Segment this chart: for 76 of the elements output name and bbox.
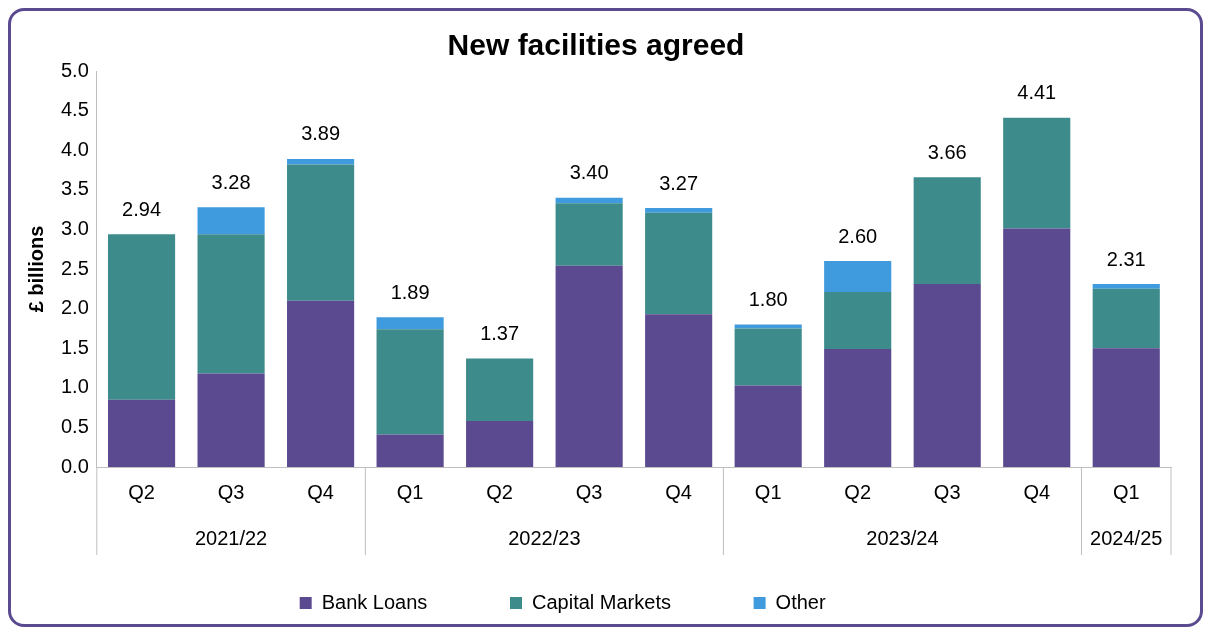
bar xyxy=(645,314,713,467)
x-tick-label: Q4 xyxy=(1023,480,1051,503)
bar xyxy=(376,317,444,330)
y-tick-label: 0.5 xyxy=(60,414,89,437)
text: 2023/24 xyxy=(866,526,939,549)
legend-label: Bank Loans xyxy=(321,590,495,613)
bar xyxy=(913,284,981,467)
bar xyxy=(734,328,802,386)
total-label: 3.40 xyxy=(569,161,609,184)
y-tick-label: 1.0 xyxy=(60,375,89,398)
legend-label: Capital Markets xyxy=(532,590,738,613)
total-label: 1.37 xyxy=(480,322,520,345)
bar xyxy=(1092,348,1160,467)
total-label: 3.28 xyxy=(211,170,251,193)
bar xyxy=(197,373,265,467)
y-tick-label: 3.5 xyxy=(60,177,89,200)
bar xyxy=(1003,117,1071,229)
x-tick-label: Q3 xyxy=(217,480,245,503)
x-tick-label: Q2 xyxy=(128,480,155,503)
bar xyxy=(645,208,713,213)
x-tick-label: Q1 xyxy=(754,480,782,503)
total-label: 2.60 xyxy=(838,224,878,247)
total-label: 4.41 xyxy=(1017,81,1057,104)
bar xyxy=(645,212,713,315)
bar xyxy=(734,385,802,467)
chart-title: New facilities agreed xyxy=(447,28,745,62)
y-tick-label: 1.5 xyxy=(60,335,89,358)
y-tick-label: 2.0 xyxy=(60,296,89,319)
bar xyxy=(1092,288,1160,349)
y-axis-title: £ billions xyxy=(24,225,47,313)
total-label: 1.80 xyxy=(748,287,788,310)
x-tick-label: Q2 xyxy=(486,480,513,503)
x-tick-label: Q2 xyxy=(844,480,872,503)
x-tick-label: Q4 xyxy=(307,480,334,503)
total-label: 1.89 xyxy=(390,280,430,303)
total-label: 3.66 xyxy=(927,140,967,163)
total-label: 2.31 xyxy=(1106,247,1146,270)
bar xyxy=(197,207,265,235)
y-tick-label: 0.0 xyxy=(60,454,89,477)
bar xyxy=(1092,284,1160,289)
bar xyxy=(376,329,444,435)
x-tick-label: Q4 xyxy=(665,480,692,503)
x-tick-label: Q1 xyxy=(396,480,424,503)
total-label: 3.27 xyxy=(659,171,699,194)
bar xyxy=(913,177,981,285)
x-tick-label: Q3 xyxy=(575,480,603,503)
y-tick-label: 4.0 xyxy=(60,137,89,160)
bar xyxy=(287,158,355,165)
y-tick-label: 4.5 xyxy=(60,98,89,121)
bar xyxy=(555,203,623,266)
y-tick-label: 2.5 xyxy=(60,256,89,279)
bar xyxy=(824,261,892,292)
text: 2024/25 xyxy=(1090,526,1163,549)
bar xyxy=(734,324,802,329)
legend-label: Other xyxy=(775,590,893,613)
x-tick-label: Q3 xyxy=(933,480,961,503)
total-label: 3.89 xyxy=(301,122,341,145)
bar xyxy=(376,434,444,467)
bar xyxy=(1003,228,1071,467)
text: 2022/23 xyxy=(508,526,581,549)
bar xyxy=(466,421,534,467)
x-tick-label: Q1 xyxy=(1112,480,1140,503)
bar xyxy=(824,291,892,349)
bar xyxy=(197,234,265,374)
bar xyxy=(824,348,892,467)
bar xyxy=(466,358,534,422)
bar xyxy=(555,265,623,467)
bar xyxy=(107,234,176,400)
bar xyxy=(287,164,355,301)
bar xyxy=(107,399,176,467)
y-tick-label: 3.0 xyxy=(60,216,89,239)
bar xyxy=(287,300,355,467)
y-tick-label: 5.0 xyxy=(60,58,89,81)
total-label: 2.94 xyxy=(122,197,162,220)
bar xyxy=(555,197,623,204)
text: 2021/22 xyxy=(194,526,268,549)
